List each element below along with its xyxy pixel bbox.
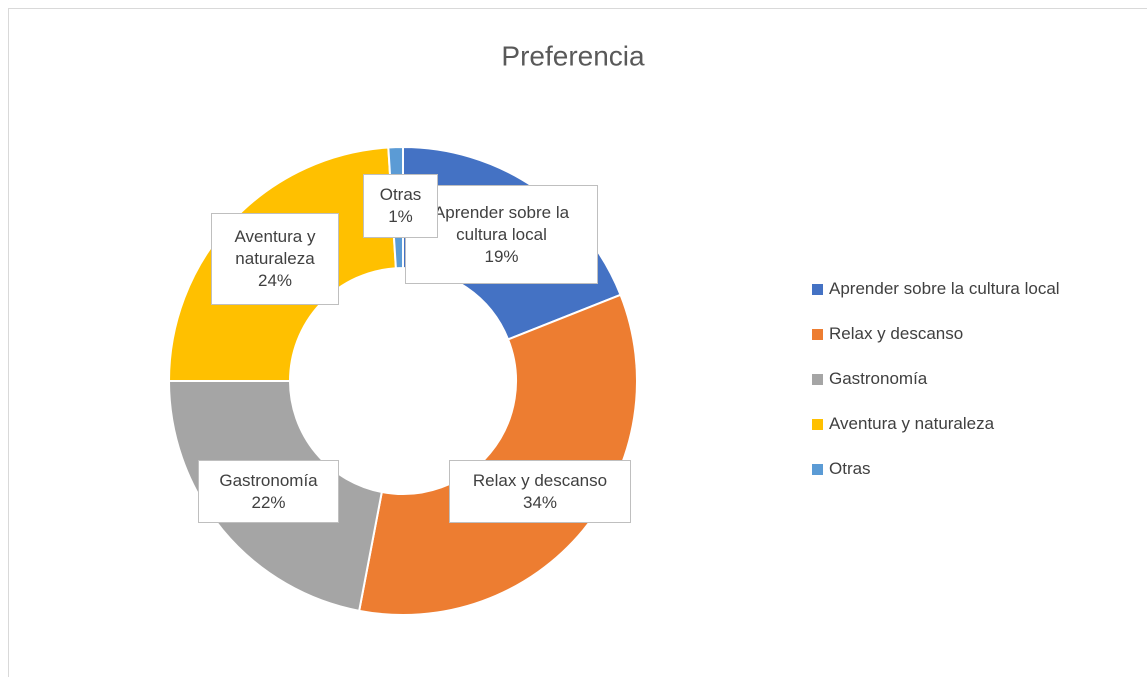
legend-swatch (812, 373, 823, 385)
legend-label: Otras (829, 459, 871, 478)
data-label-category: Otras (379, 185, 422, 204)
legend-entry: Aprender sobre la cultura local (812, 279, 1060, 299)
data-label: Aventura y naturaleza 24% (211, 213, 339, 305)
legend-swatch (812, 283, 823, 295)
data-label-category: Gastronomía (219, 470, 318, 490)
legend-swatch (812, 463, 823, 475)
data-label-category: Aprender sobre la cultura local (433, 202, 570, 244)
data-label: Aprender sobre la cultura local 19% (405, 185, 598, 284)
data-label: Relax y descanso 34% (449, 460, 631, 523)
data-label: Gastronomía 22% (198, 460, 339, 523)
legend-swatch (812, 418, 823, 430)
data-label-category: Aventura y naturaleza (234, 227, 316, 268)
legend-entry: Aventura y naturaleza (812, 414, 994, 434)
data-label-category: Relax y descanso (472, 470, 608, 490)
data-label-value: 19% (484, 246, 519, 266)
chart-frame (8, 8, 1147, 677)
donut-slice (357, 293, 638, 616)
data-label: Otras 1% (363, 174, 438, 238)
legend-label: Aprender sobre la cultura local (829, 279, 1060, 298)
data-label-value: 1% (388, 207, 413, 226)
data-label-value: 34% (522, 492, 558, 512)
legend-entry: Gastronomía (812, 369, 927, 389)
legend-label: Aventura y naturaleza (829, 414, 995, 433)
data-label-value: 24% (257, 271, 293, 290)
chart-title: Preferencia (501, 40, 645, 71)
data-label-value: 22% (251, 492, 286, 512)
legend-label: Gastronomía (829, 369, 928, 388)
legend-entry: Otras (812, 459, 871, 479)
legend-swatch (812, 328, 823, 340)
legend-entry: Relax y descanso (812, 324, 963, 344)
legend-label: Relax y descanso (829, 324, 964, 343)
